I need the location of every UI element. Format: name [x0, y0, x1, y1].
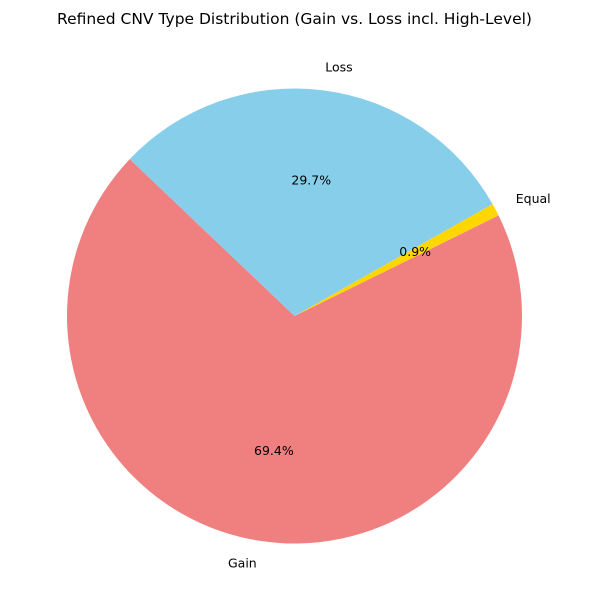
slice-label-equal: Equal — [516, 191, 551, 206]
pie-slices — [67, 89, 522, 544]
slice-percent-gain: 69.4% — [254, 443, 294, 458]
slice-label-gain: Gain — [228, 555, 257, 570]
chart-title: Refined CNV Type Distribution (Gain vs. … — [57, 10, 532, 28]
slice-percent-equal: 0.9% — [399, 244, 431, 259]
slice-percent-loss: 29.7% — [291, 173, 331, 188]
slice-label-loss: Loss — [325, 60, 352, 75]
